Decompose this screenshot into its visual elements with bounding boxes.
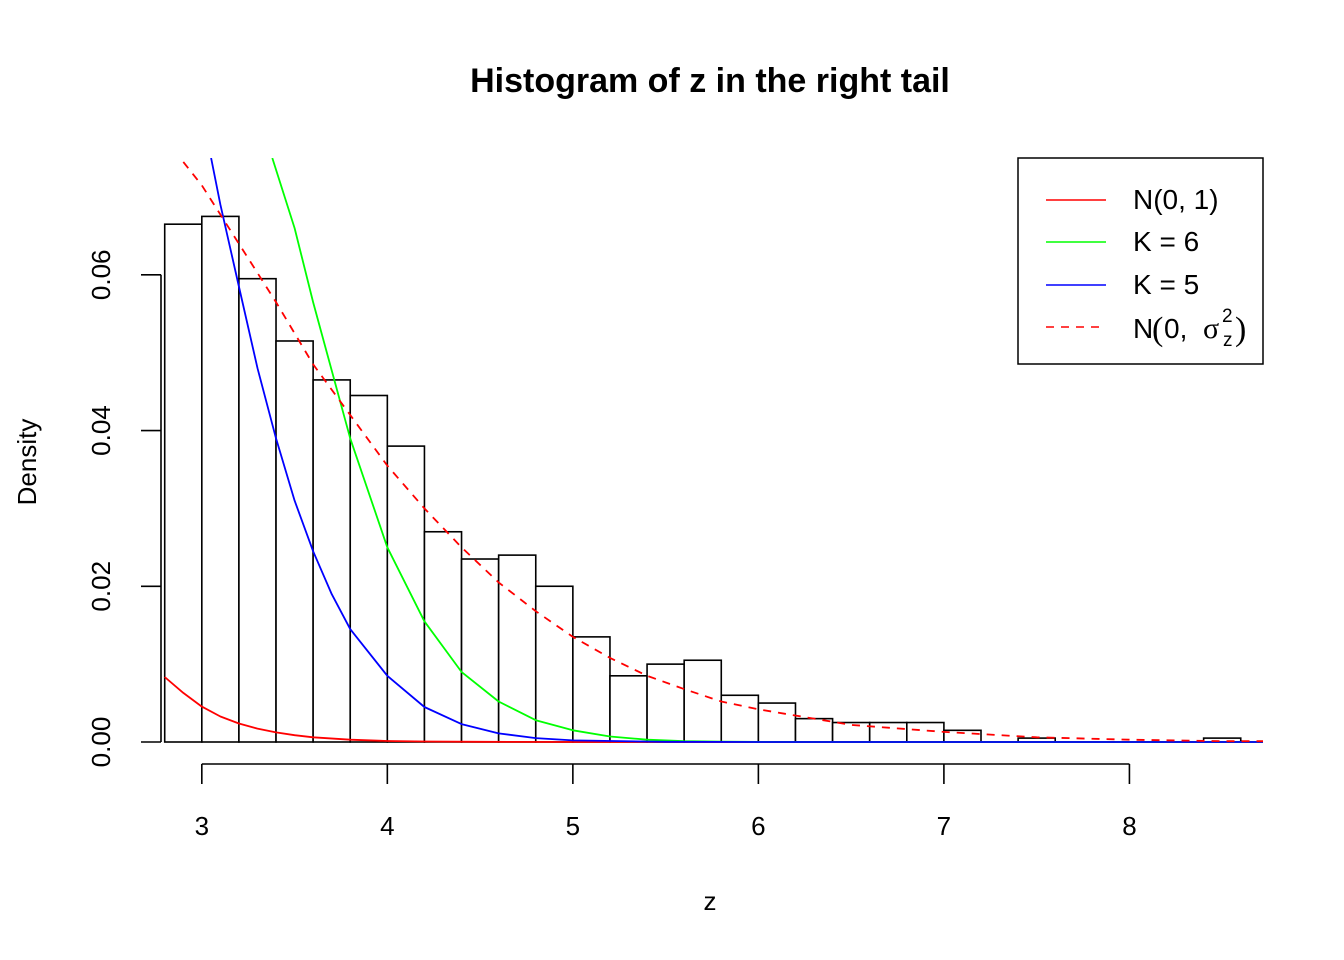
histogram-bar [720, 694, 760, 743]
legend-normsig-n: N [1133, 313, 1153, 344]
histogram-bar [423, 530, 463, 743]
curve-k5 [210, 158, 1263, 743]
x-axis: 3 4 5 6 7 8 [195, 763, 1137, 841]
histogram-bar [794, 717, 834, 743]
legend-normsig-superscript: 2 [1222, 306, 1233, 327]
histogram-bar [572, 636, 611, 743]
chart-title: Histogram of z in the right tail [470, 62, 950, 100]
x-tick-label: 8 [1122, 811, 1136, 841]
legend: N(0, 1) K = 6 K = 5 N ( 0, σ z 2 ) [1017, 157, 1264, 365]
legend-normsig-subscript: z [1223, 330, 1233, 351]
x-tick-label: 7 [937, 811, 951, 841]
histogram-bar [497, 554, 537, 743]
x-tick-label: 4 [380, 811, 394, 841]
density-curves [164, 158, 1263, 743]
legend-normsig-close-paren: ) [1235, 311, 1246, 348]
histogram-bar [349, 394, 389, 743]
y-tick-label: 0.02 [86, 561, 116, 612]
histogram-bar [312, 379, 352, 743]
legend-normsig-sigma: σ [1203, 312, 1219, 345]
histogram-bar [646, 663, 685, 743]
histogram-bar [238, 277, 277, 743]
y-axis: 0.00 0.02 0.04 0.06 [86, 249, 162, 768]
histogram-bar [163, 223, 203, 743]
y-tick-label: 0.00 [86, 717, 116, 768]
histogram-bar [275, 340, 314, 743]
y-tick-label: 0.04 [86, 405, 116, 456]
x-axis-label: z [704, 886, 717, 916]
histogram-bar [831, 721, 871, 743]
histogram-bar [534, 585, 574, 743]
y-tick-label: 0.06 [86, 249, 116, 300]
legend-label-k5: K = 5 [1133, 269, 1199, 300]
histogram-bars [163, 215, 1242, 743]
histogram-bar [757, 702, 797, 743]
legend-box [1017, 157, 1264, 365]
histogram-bar [868, 721, 908, 743]
histogram-bar [609, 675, 648, 743]
legend-normsig-zero: 0, [1164, 313, 1187, 344]
histogram-bar [460, 558, 500, 743]
legend-label-normsig: N ( 0, σ z 2 ) [1133, 306, 1246, 351]
y-axis-label: Density [12, 419, 42, 506]
x-tick-label: 3 [195, 811, 209, 841]
legend-label-norm: N(0, 1) [1133, 184, 1219, 215]
legend-normsig-open-paren: ( [1152, 311, 1163, 348]
legend-label-k6: K = 6 [1133, 226, 1199, 257]
curve-normsig [182, 161, 1263, 743]
histogram-bar [386, 445, 426, 743]
histogram-bar [683, 659, 723, 743]
histogram-bar [905, 721, 945, 743]
histogram-bar [201, 215, 240, 743]
x-tick-label: 6 [751, 811, 765, 841]
x-tick-label: 5 [566, 811, 580, 841]
